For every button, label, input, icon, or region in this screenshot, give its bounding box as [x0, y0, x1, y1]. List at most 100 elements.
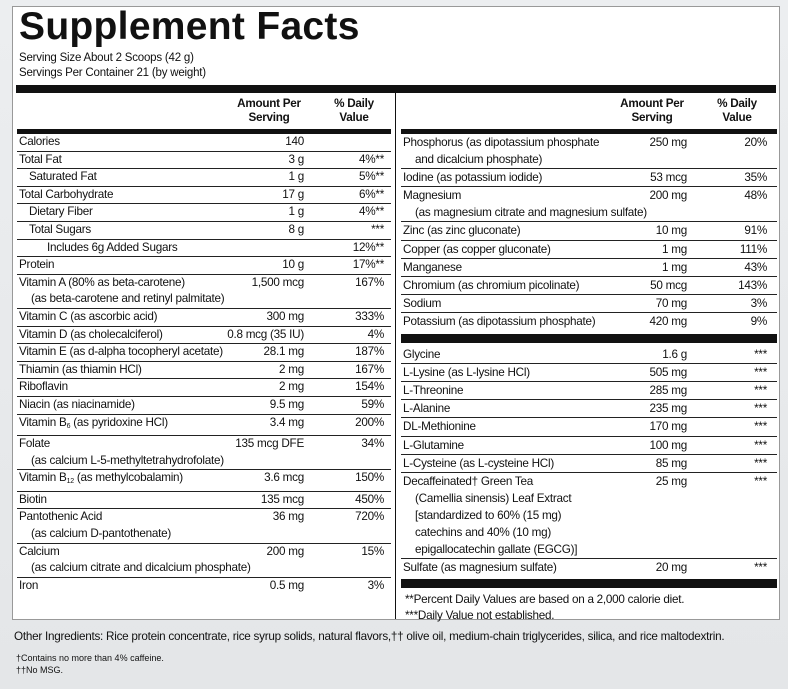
- rows: Phosphorus (as dipotassium phosphate 250 …: [401, 134, 777, 330]
- amount: 70 mg: [655, 296, 687, 310]
- name-text: Glycine: [403, 348, 441, 362]
- nutrient-row: Vitamin A (80% as beta-carotene) 1,500 mc…: [17, 275, 391, 309]
- nutrient-name: Pantothenic Acid: [17, 509, 224, 526]
- nutrient-row: Vitamin B6 (as pyridoxine HCl) 3.4 mg 200%: [17, 415, 391, 437]
- amount: [224, 240, 304, 257]
- daily-value: 34%: [361, 437, 384, 451]
- nutrient-row: Potassium (as dipotassium phosphate) 420 …: [401, 313, 777, 330]
- note: ***Daily Value not established.: [405, 609, 555, 623]
- nutrient-name: Thiamin (as thiamin HCl): [17, 362, 224, 379]
- nutrient-row: Niacin (as niacinamide) 9.5 mg 59%: [17, 397, 391, 415]
- daily-value: 143%: [738, 278, 767, 292]
- daily-value: ***: [754, 420, 767, 434]
- daily-value: ***: [754, 366, 767, 380]
- nutrient-name: Folate: [17, 436, 224, 453]
- daily-value: 4%: [367, 327, 385, 341]
- daily-value: 154%: [355, 380, 384, 394]
- amount: 0.5 mg: [269, 578, 304, 592]
- name-text: Total Fat: [19, 152, 62, 166]
- nutrient-row: DL-Methionine 170 mg ***: [401, 418, 777, 437]
- amount: 1 mg: [662, 260, 687, 274]
- nutrient-row: Total Carbohydrate 17 g 6%**: [17, 187, 391, 205]
- amount: 200 mg: [649, 189, 688, 203]
- nutrient-name: L-Cysteine (as L-cysteine HCl): [401, 455, 607, 472]
- nutrient-detail: and dicalcium phosphate): [415, 153, 543, 167]
- amount: 200 mg: [266, 544, 305, 558]
- name-text: Calories: [19, 135, 60, 148]
- dv-header: % Daily Value: [334, 97, 374, 124]
- thick-rule: [16, 85, 776, 93]
- rows: Glycine 1.6 g *** L-Lysine (as L-lysine HCl…: [401, 346, 777, 576]
- amount: 36 mg: [272, 510, 304, 524]
- servings-per-container: Servings Per Container 21 (by weight): [19, 67, 206, 79]
- other-ingredients: Other Ingredients: Rice protein concentr…: [14, 630, 725, 643]
- nutrient-name: Copper (as copper gluconate): [401, 241, 607, 258]
- daily-value: 17%**: [352, 258, 385, 272]
- nutrient-name: L-Threonine: [401, 382, 607, 399]
- nutrient-name: Sulfate (as magnesium sulfate): [401, 559, 607, 576]
- name-text: Vitamin E (as d-alpha tocopheryl acetate…: [19, 345, 223, 359]
- nutrient-row: Decaffeinated† Green Tea 25 mg *** (Camelli…: [401, 473, 777, 560]
- nutrient-row: Iron 0.5 mg 3%: [17, 578, 391, 595]
- nutrient-name: Riboflavin: [17, 379, 224, 396]
- nutrient-name: Iron: [17, 578, 224, 595]
- amount: 3 g: [288, 152, 305, 166]
- nutrient-name: Zinc (as zinc gluconate): [401, 222, 607, 239]
- note: **Percent Daily Values are based on a 2,…: [405, 593, 685, 607]
- name-text: L-Alanine: [403, 402, 451, 416]
- amount: 170 mg: [649, 420, 688, 434]
- amount: 8 g: [288, 222, 305, 236]
- nutrient-detail: epigallocatechin gallate (EGCG)]: [415, 543, 578, 557]
- daily-value: [304, 134, 384, 151]
- amount: 3.6 mcg: [264, 471, 304, 485]
- name-text: Vitamin D (as cholecalciferol): [19, 327, 163, 341]
- amount: 1 g: [288, 170, 305, 184]
- amount: 85 mg: [655, 456, 687, 470]
- name-text: Vitamin A (80% as beta-carotene): [19, 275, 185, 289]
- column-header: Amount Per Serving % Daily Value: [17, 93, 391, 129]
- nutrient-row: Total Fat 3 g 4%**: [17, 152, 391, 170]
- nutrient-detail: (as beta-carotene and retinyl palmitate): [31, 292, 225, 306]
- amount: 135 mcg: [260, 492, 304, 506]
- amount: 250 mg: [649, 136, 688, 149]
- nutrient-detail: [standardized to 60% (15 mg): [415, 508, 562, 522]
- nutrient-row: Protein 10 g 17%**: [17, 257, 391, 275]
- daily-value: 187%: [355, 345, 384, 359]
- title: Supplement Facts: [19, 5, 360, 48]
- amount: 1.6 g: [662, 348, 687, 362]
- daily-value: 6%**: [359, 187, 384, 201]
- nutrient-name: Sodium: [401, 295, 607, 312]
- nutrient-name: Includes 6g Added Sugars: [17, 240, 224, 257]
- footnote: ††No MSG.: [16, 665, 64, 675]
- name-text: Thiamin (as thiamin HCl): [19, 362, 142, 376]
- daily-value: 200%: [355, 415, 384, 429]
- daily-value: 4%**: [359, 152, 384, 166]
- footnote: †Contains no more than 4% caffeine.: [16, 653, 164, 663]
- daily-value: 48%: [744, 189, 767, 203]
- thick-rule: [401, 579, 777, 589]
- daily-value: 12%**: [352, 240, 385, 254]
- daily-value: 167%: [355, 362, 384, 376]
- amount: 100 mg: [649, 438, 688, 452]
- nutrient-row: Calories 140: [17, 134, 391, 152]
- amount: 3.4 mg: [269, 415, 304, 429]
- name-text: Total Sugars: [29, 222, 91, 236]
- name-text: Phosphorus (as dipotassium phosphate: [403, 136, 600, 149]
- name-text: L-Cysteine (as L-cysteine HCl): [403, 456, 554, 470]
- nutrient-row: Vitamin C (as ascorbic acid) 300 mg 333%: [17, 309, 391, 327]
- amount: 140: [285, 135, 304, 148]
- thick-rule: [17, 129, 391, 134]
- nutrient-row: Saturated Fat 1 g 5%**: [17, 169, 391, 187]
- name-text: Sulfate (as magnesium sulfate): [403, 561, 557, 575]
- name-text: Decaffeinated† Green Tea: [403, 474, 534, 488]
- nutrient-name: Protein: [17, 257, 224, 274]
- daily-value: 4%**: [359, 205, 384, 219]
- name-text: Zinc (as zinc gluconate): [403, 224, 521, 238]
- nutrient-name: Total Sugars: [17, 222, 224, 239]
- name-text: Magnesium: [403, 189, 462, 203]
- name-text: Calcium: [19, 544, 60, 558]
- subscript: 12: [66, 478, 75, 486]
- name-text: Dietary Fiber: [29, 205, 93, 219]
- nutrient-row: Manganese 1 mg 43%: [401, 259, 777, 277]
